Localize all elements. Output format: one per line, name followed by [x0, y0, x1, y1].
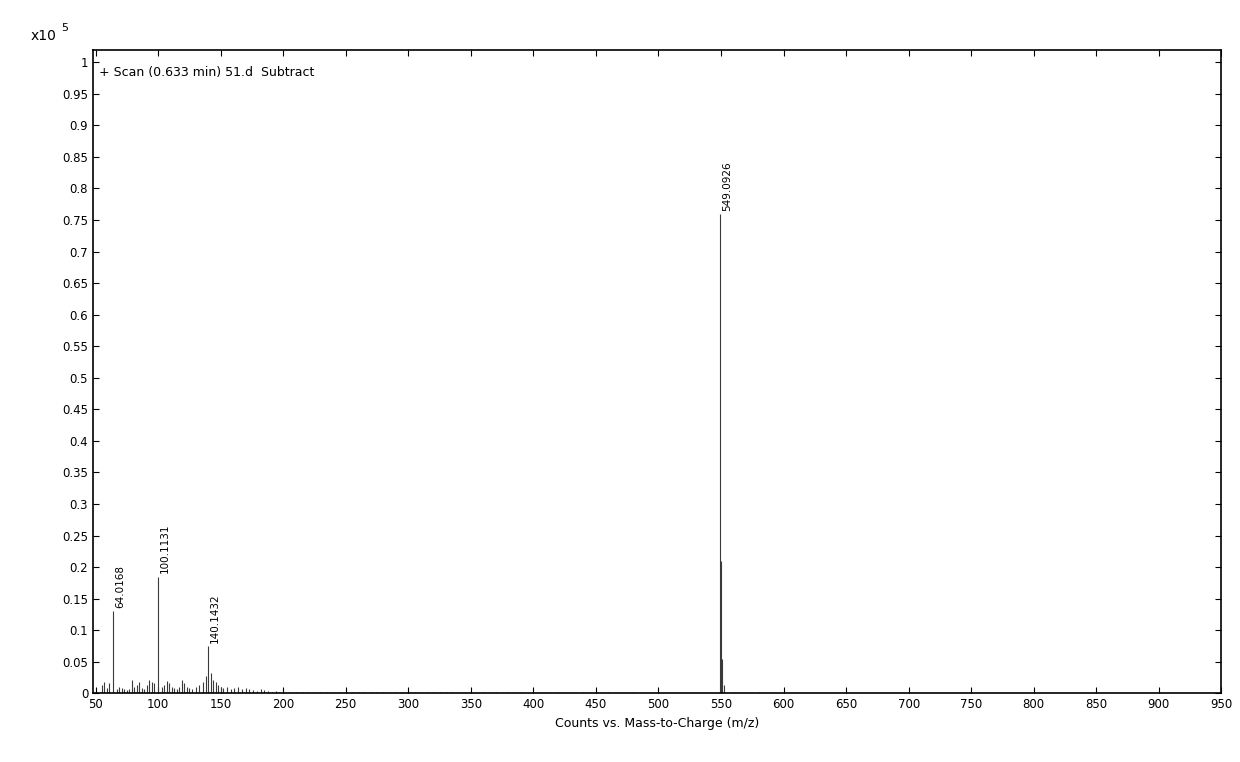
- Text: 5: 5: [62, 24, 68, 34]
- Text: 140.1432: 140.1432: [210, 594, 221, 643]
- Text: + Scan (0.633 min) 51.d  Subtract: + Scan (0.633 min) 51.d Subtract: [99, 66, 314, 78]
- Text: 549.0926: 549.0926: [722, 161, 732, 210]
- Text: 64.0168: 64.0168: [115, 565, 125, 608]
- Text: x10: x10: [31, 29, 57, 43]
- Text: 100.1131: 100.1131: [160, 524, 170, 574]
- X-axis label: Counts vs. Mass-to-Charge (m/z): Counts vs. Mass-to-Charge (m/z): [556, 717, 759, 730]
